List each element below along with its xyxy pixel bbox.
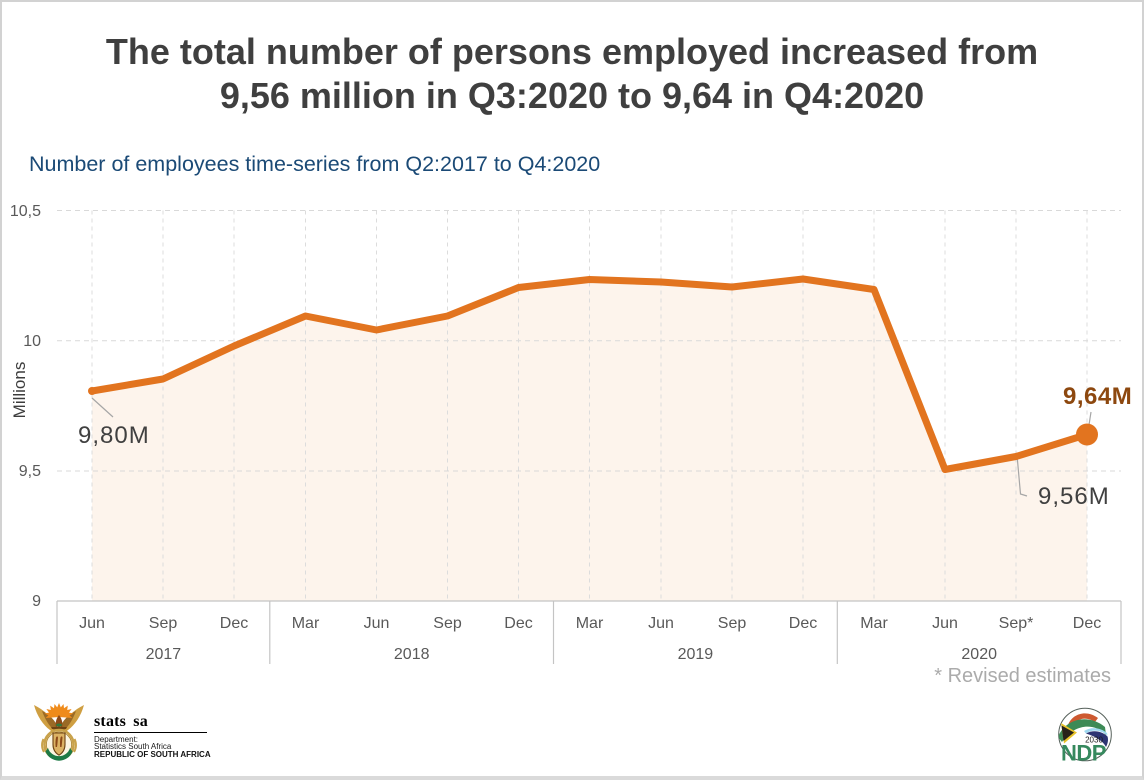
- svg-text:Dec: Dec: [504, 615, 532, 632]
- svg-text:9,5: 9,5: [19, 463, 41, 480]
- svg-text:Sep: Sep: [149, 615, 178, 632]
- svg-text:Jun: Jun: [648, 615, 674, 632]
- svg-text:Dec: Dec: [789, 615, 817, 632]
- svg-text:2019: 2019: [678, 646, 714, 663]
- svg-text:NDP: NDP: [1061, 741, 1106, 765]
- svg-text:2030: 2030: [1085, 736, 1103, 745]
- svg-text:Dec: Dec: [220, 615, 248, 632]
- svg-text:* Revised estimates: * Revised estimates: [934, 665, 1111, 687]
- svg-text:Dec: Dec: [1073, 615, 1101, 632]
- svg-text:Mar: Mar: [860, 615, 888, 632]
- svg-text:Mar: Mar: [292, 615, 320, 632]
- svg-text:2017: 2017: [146, 646, 182, 663]
- svg-text:9,56M: 9,56M: [1038, 483, 1110, 510]
- svg-text:10: 10: [23, 333, 41, 350]
- svg-text:Jun: Jun: [364, 615, 390, 632]
- svg-text:10,5: 10,5: [10, 203, 41, 220]
- svg-text:Mar: Mar: [576, 615, 604, 632]
- svg-text:Sep: Sep: [433, 615, 462, 632]
- svg-text:Sep: Sep: [718, 615, 747, 632]
- svg-text:2018: 2018: [394, 646, 430, 663]
- svg-text:Sep*: Sep*: [999, 615, 1034, 632]
- svg-text:Jun: Jun: [932, 615, 958, 632]
- svg-text:Millions: Millions: [10, 362, 29, 419]
- svg-text:9,64M: 9,64M: [1063, 383, 1132, 410]
- svg-text:9,80M: 9,80M: [78, 422, 150, 449]
- svg-text:2020: 2020: [961, 646, 997, 663]
- svg-text:Jun: Jun: [79, 615, 105, 632]
- svg-text:9: 9: [32, 593, 41, 610]
